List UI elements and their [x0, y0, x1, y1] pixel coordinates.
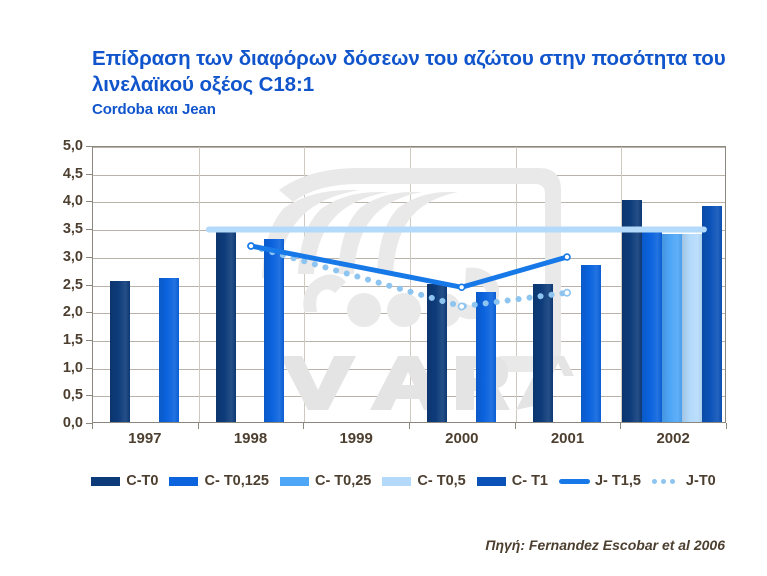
- y-axis-tick-label: 1,0: [62, 359, 83, 376]
- title-block: Επίδραση των διαφόρων δόσεων του αζώτου …: [92, 46, 732, 118]
- legend-label: C- T1: [511, 473, 548, 489]
- x-axis-tick: [92, 423, 93, 429]
- line-marker: [457, 302, 466, 311]
- x-axis-tick-label: 1998: [233, 430, 268, 447]
- x-axis-tick-label: 1997: [128, 430, 162, 447]
- x-axis-tick-label: 1999: [339, 430, 373, 447]
- line-marker: [563, 288, 571, 297]
- x-axis-tick: [197, 423, 199, 429]
- x-axis-tick: [726, 423, 727, 429]
- legend-dot: [669, 478, 675, 484]
- legend-item[interactable]: C- T0,125: [169, 473, 269, 489]
- legend-item[interactable]: C- T1: [476, 473, 548, 489]
- y-axis-tick-label: 4,0: [62, 193, 83, 210]
- y-axis-tick-label: 5,0: [62, 138, 83, 154]
- legend-swatch-icon: [169, 476, 199, 486]
- bar: [426, 283, 447, 422]
- y-axis-tick-label: 0,0: [62, 415, 83, 431]
- x-axis-tick: [303, 423, 305, 429]
- legend-swatch-icon: [476, 476, 506, 486]
- bar: [682, 233, 703, 422]
- y-axis-tick: [86, 395, 92, 397]
- bar: [215, 229, 236, 422]
- category-separator: [621, 147, 623, 422]
- legend-item[interactable]: C-T0: [91, 473, 158, 489]
- y-axis-labels: 0,0 0,5 1,0 1,5 2,0 2,5 3,0 3,5 4,0 4,5 5,0: [42, 138, 88, 431]
- y-axis-tick-label: 0,5: [62, 387, 83, 404]
- line-marker: [247, 242, 255, 250]
- legend-line-icon: [558, 478, 590, 484]
- bar: [532, 283, 553, 422]
- y-axis-tick-label: 1,5: [62, 331, 83, 348]
- legend-label: J- T1,5: [594, 473, 641, 489]
- legend-label: J-T0: [685, 473, 716, 489]
- y-axis-tick-label: 3,0: [62, 248, 83, 265]
- source-note: Πηγή: Fernandez Escobar et al 2006: [485, 537, 725, 553]
- bar: [264, 239, 285, 422]
- bar: [702, 205, 723, 422]
- y-axis-tick: [86, 367, 92, 369]
- x-axis-tick-label: 2001: [550, 430, 585, 447]
- y-axis-tick: [86, 423, 92, 424]
- line-j-t15: [248, 243, 570, 290]
- legend-label: C- T0,5: [417, 473, 466, 489]
- legend-item[interactable]: J-T0: [651, 473, 716, 489]
- page-subtitle: Cordoba και Jean: [92, 101, 216, 118]
- bar: [642, 228, 663, 422]
- legend-dot: [651, 478, 657, 484]
- y-axis-tick-label: 3,5: [62, 221, 83, 238]
- bar: [622, 200, 643, 422]
- legend-swatch-icon: [91, 476, 121, 486]
- bar: [158, 277, 179, 422]
- y-axis-tick-label: 2,0: [62, 304, 83, 321]
- x-axis-labels: 1997 1998 1999 2000 2001 2002: [92, 430, 726, 454]
- category-separator: [515, 147, 517, 422]
- y-axis-tick: [86, 229, 92, 231]
- line-j-t0: [248, 243, 570, 310]
- y-axis-tick: [86, 312, 92, 314]
- legend-label: C-T0: [126, 473, 159, 489]
- bar: [581, 265, 602, 422]
- legend-item[interactable]: C- T0,25: [279, 473, 372, 489]
- y-axis-tick: [86, 256, 92, 258]
- y-axis-tick: [86, 284, 92, 286]
- yara-watermark: [262, 167, 574, 410]
- chart-legend: C-T0 C- T0,125 C- T0,25 C- T0,5 C- T1 J- T1,5…: [91, 468, 726, 494]
- bar: [475, 291, 496, 422]
- x-axis-tick-label: 2002: [656, 430, 690, 447]
- category-separator: [304, 147, 306, 422]
- y-axis-tick: [86, 201, 92, 203]
- page-title: Επίδραση των διαφόρων δόσεων του αζώτου …: [92, 47, 726, 96]
- y-axis-tick: [86, 339, 92, 341]
- legend-swatch-icon: [279, 476, 309, 486]
- bar: [662, 233, 683, 422]
- y-axis-tick: [86, 146, 92, 147]
- y-axis-tick-label: 4,5: [62, 165, 83, 182]
- x-axis-tick: [514, 423, 516, 429]
- y-axis-tick: [86, 173, 92, 175]
- legend-item[interactable]: C- T0,5: [382, 473, 466, 489]
- gridline: [93, 147, 725, 148]
- legend-label: C- T0,125: [204, 473, 269, 489]
- plot-area: [92, 146, 726, 423]
- x-axis-tick: [409, 423, 410, 429]
- bar: [109, 280, 130, 422]
- legend-swatch-icon: [382, 476, 412, 486]
- legend-dotted-line-icon: [651, 477, 680, 485]
- legend-dot: [660, 478, 666, 484]
- line-marker: [247, 242, 255, 250]
- y-axis-tick-label: 2,5: [62, 276, 83, 293]
- gridline: [93, 174, 725, 176]
- legend-label: C- T0,25: [314, 473, 372, 489]
- x-axis-tick-label: 2000: [445, 430, 479, 447]
- category-separator: [410, 147, 411, 422]
- category-separator: [198, 147, 200, 422]
- x-axis-tick: [620, 423, 622, 429]
- legend-item[interactable]: J- T1,5: [558, 473, 641, 489]
